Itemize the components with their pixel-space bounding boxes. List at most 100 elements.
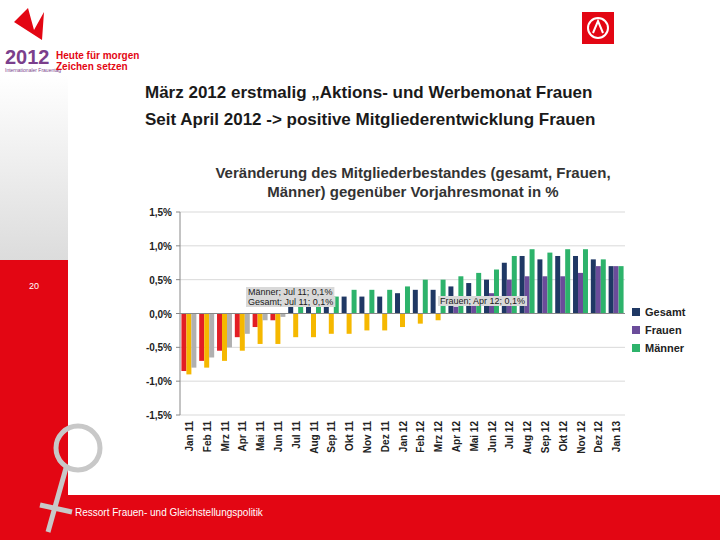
x-tick-label: Dez 11 xyxy=(380,421,391,453)
annotation: Gesamt; Jul 11; 0,1% xyxy=(246,297,335,307)
bar xyxy=(560,276,565,313)
y-tick-label: 1,0% xyxy=(149,241,172,252)
page-number: 20 xyxy=(29,281,39,291)
x-tick-label: Aug 12 xyxy=(522,421,533,455)
venus-circle xyxy=(56,426,100,470)
legend: GesamtFrauenMänner xyxy=(632,306,686,354)
bar xyxy=(413,290,418,314)
x-tick-label: Aug 11 xyxy=(309,421,320,454)
logo-text: Zeichen setzen xyxy=(56,61,128,72)
org-logo-box xyxy=(582,12,614,44)
bar xyxy=(395,293,400,313)
bar xyxy=(458,276,463,313)
bar xyxy=(591,259,596,313)
x-tick-label: Mrz 12 xyxy=(433,421,444,453)
logo-year: 2012 xyxy=(5,46,50,68)
annotation-text: Gesamt; Jul 11; 0,1% xyxy=(248,297,333,307)
legend-swatch xyxy=(632,326,640,334)
bar xyxy=(387,290,392,314)
bar xyxy=(263,314,268,321)
title-line: Veränderung des Mitgliederbestandes (ges… xyxy=(215,164,610,181)
title-line: Männer) gegenüber Vorjahresmonat in % xyxy=(267,183,558,200)
y-tick xyxy=(176,245,180,246)
bar xyxy=(405,286,410,313)
legend-label: Frauen xyxy=(645,324,682,336)
bar xyxy=(431,290,436,314)
x-tick-label: Nov 12 xyxy=(576,421,587,454)
y-tick xyxy=(176,212,180,213)
logo: 2012Internationaler FrauentagHeute für m… xyxy=(5,8,139,73)
zero-line xyxy=(180,313,625,314)
bar xyxy=(293,314,298,338)
bar xyxy=(298,307,303,314)
bar xyxy=(537,259,542,313)
grid-line xyxy=(180,313,625,314)
bar xyxy=(619,266,624,313)
annotation-bg xyxy=(438,296,527,306)
legend-swatch xyxy=(632,344,640,352)
x-tick-label: Apr 11 xyxy=(237,421,248,452)
slide: 2012Internationaler FrauentagHeute für m… xyxy=(0,0,720,540)
headline: März 2012 erstmalig „Aktions- und Werbem… xyxy=(145,83,592,102)
bar xyxy=(364,314,369,331)
x-tick-label: Apr 12 xyxy=(451,421,462,453)
bar xyxy=(227,314,232,348)
bar xyxy=(369,290,374,314)
x-tick-label: Okt 12 xyxy=(558,421,569,452)
bar xyxy=(418,314,423,324)
grid-line xyxy=(180,347,625,348)
bar xyxy=(453,307,458,314)
bar xyxy=(209,314,214,358)
bar xyxy=(573,256,578,314)
y-tick-label: 0,5% xyxy=(149,275,172,286)
bar xyxy=(352,290,357,314)
x-tick-label: Feb 12 xyxy=(415,421,426,453)
bar xyxy=(614,266,619,313)
bar xyxy=(181,314,186,372)
bar xyxy=(578,273,583,314)
y-tick-label: 1,5% xyxy=(149,207,172,218)
bar xyxy=(253,314,258,328)
bar xyxy=(288,307,293,314)
bar xyxy=(423,280,428,314)
y-tick xyxy=(176,415,180,416)
bar xyxy=(191,314,196,368)
chart-title: Veränderung des Mitgliederbestandes (ges… xyxy=(215,164,610,200)
y-tick-label: -0,5% xyxy=(146,342,172,353)
bar xyxy=(359,297,364,314)
annotation-bg xyxy=(246,297,335,307)
bar xyxy=(525,276,530,313)
y-tick xyxy=(176,381,180,382)
bar xyxy=(530,249,535,313)
x-tick-label: Mai 11 xyxy=(255,421,266,451)
bar xyxy=(542,276,547,313)
x-tick-label: Feb 11 xyxy=(202,421,213,453)
x-tick-label: Dez 12 xyxy=(593,421,604,453)
annotation-bg xyxy=(246,287,334,297)
logo-figure xyxy=(14,8,44,40)
bar xyxy=(555,256,560,314)
x-tick-label: Jan 12 xyxy=(398,421,409,453)
legend-swatch xyxy=(632,308,640,316)
x-tick-label: Jan 11 xyxy=(184,421,195,452)
annotation-text: Frauen; Apr 12; 0,1% xyxy=(440,296,525,306)
y-tick-label: -1,5% xyxy=(146,410,172,421)
bar xyxy=(186,314,191,375)
bar xyxy=(436,314,441,321)
bar xyxy=(235,314,240,338)
bar xyxy=(270,314,275,321)
bar xyxy=(240,314,245,351)
bar xyxy=(199,314,204,361)
bar xyxy=(245,314,250,334)
footer: Ressort Frauen- und Gleichstellungspolit… xyxy=(75,507,264,518)
x-tick-label: Jan 13 xyxy=(611,421,622,453)
bar xyxy=(258,314,263,344)
bars xyxy=(181,249,623,374)
bar xyxy=(342,297,347,314)
bar xyxy=(494,270,499,314)
annotation: Männer; Jul 11; 0,1% xyxy=(246,287,334,297)
y-tick-label: -1,0% xyxy=(146,376,172,387)
grid xyxy=(176,212,625,415)
venus-bar xyxy=(40,505,72,512)
x-tick-label: Jun 12 xyxy=(487,421,498,453)
